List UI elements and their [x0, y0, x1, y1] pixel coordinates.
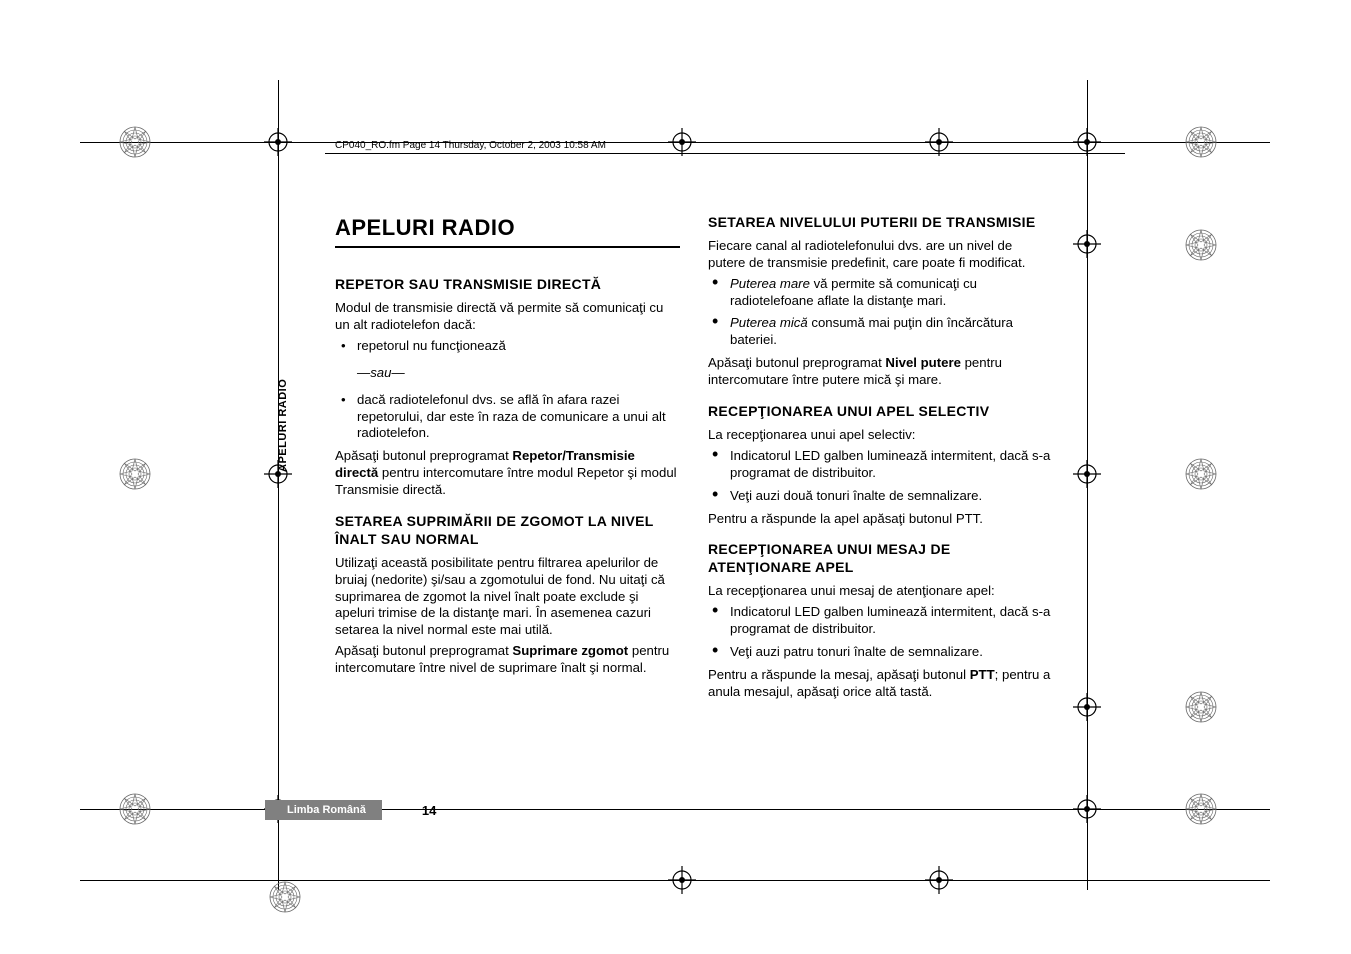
heading-repetor: REPETOR SAU TRANSMISIE DIRECTĂ	[335, 276, 680, 294]
list-item: Puterea mică consumă mai puţin din încăr…	[708, 315, 1053, 349]
column-right: SETAREA NIVELULUI PUTERII DE TRANSMISIE …	[708, 214, 1053, 705]
list-item: Indicatorul LED galben luminează intermi…	[708, 448, 1053, 482]
rosette-icon	[1184, 228, 1218, 262]
rosette-icon	[118, 457, 152, 491]
list-item: dacă radiotelefonul dvs. se află în afar…	[335, 392, 680, 443]
or-separator: —sau—	[357, 365, 680, 382]
page-title: APELURI RADIO	[335, 214, 680, 242]
para-repetor-press: Apăsaţi butonul preprogramat Repetor/Tra…	[335, 448, 680, 499]
list-item: repetorul nu funcţionează	[335, 338, 680, 355]
heading-power: SETAREA NIVELULUI PUTERII DE TRANSMISIE	[708, 214, 1053, 232]
rosette-icon	[1184, 125, 1218, 159]
para-sel-intro: La recepţionarea unui apel selectiv:	[708, 427, 1053, 444]
list-item: Veţi auzi două tonuri înalte de semnaliz…	[708, 488, 1053, 505]
side-tab-label: APELURI RADIO	[277, 365, 305, 485]
para-squelch: Utilizaţi această posibilitate pentru fi…	[335, 555, 680, 639]
page-number: 14	[422, 803, 436, 818]
para-sel-resp: Pentru a răspunde la apel apăsaţi butonu…	[708, 511, 1053, 528]
page-footer: Limba Română 14	[265, 800, 436, 820]
heading-squelch: SETAREA SUPRIMĂRII DE ZGOMOT LA NIVEL ÎN…	[335, 513, 680, 549]
para-alert-intro: La recepţionarea unui mesaj de atenţiona…	[708, 583, 1053, 600]
page-content: CP040_RO.fm Page 14 Thursday, October 2,…	[265, 140, 1085, 820]
heading-selective: RECEPŢIONAREA UNUI APEL SELECTIV	[708, 403, 1053, 421]
list-item: Veţi auzi patru tonuri înalte de semnali…	[708, 644, 1053, 661]
list-item: Indicatorul LED galben luminează intermi…	[708, 604, 1053, 638]
rosette-icon	[118, 125, 152, 159]
para-alert-resp: Pentru a răspunde la mesaj, apăsaţi buto…	[708, 667, 1053, 701]
para-squelch-press: Apăsaţi butonul preprogramat Suprimare z…	[335, 643, 680, 677]
rosette-icon	[118, 792, 152, 826]
running-header: CP040_RO.fm Page 14 Thursday, October 2,…	[335, 140, 1085, 151]
registration-mark-icon	[925, 866, 953, 894]
footer-lang-tab: Limba Română	[265, 800, 382, 820]
para-repetor-intro: Modul de transmisie directă vă permite s…	[335, 300, 680, 334]
rosette-icon	[268, 880, 302, 914]
list-item: Puterea mare vă permite să comunicaţi cu…	[708, 276, 1053, 310]
title-rule	[335, 246, 680, 248]
registration-mark-icon	[668, 866, 696, 894]
rosette-icon	[1184, 457, 1218, 491]
column-left: APELURI RADIO REPETOR SAU TRANSMISIE DIR…	[335, 214, 680, 705]
rosette-icon	[1184, 690, 1218, 724]
rosette-icon	[1184, 792, 1218, 826]
heading-alert: RECEPŢIONAREA UNUI MESAJ DE ATENŢIONARE …	[708, 541, 1053, 577]
para-power-press: Apăsaţi butonul preprogramat Nivel puter…	[708, 355, 1053, 389]
header-rule	[325, 153, 1125, 154]
para-power-intro: Fiecare canal al radiotelefonului dvs. a…	[708, 238, 1053, 272]
